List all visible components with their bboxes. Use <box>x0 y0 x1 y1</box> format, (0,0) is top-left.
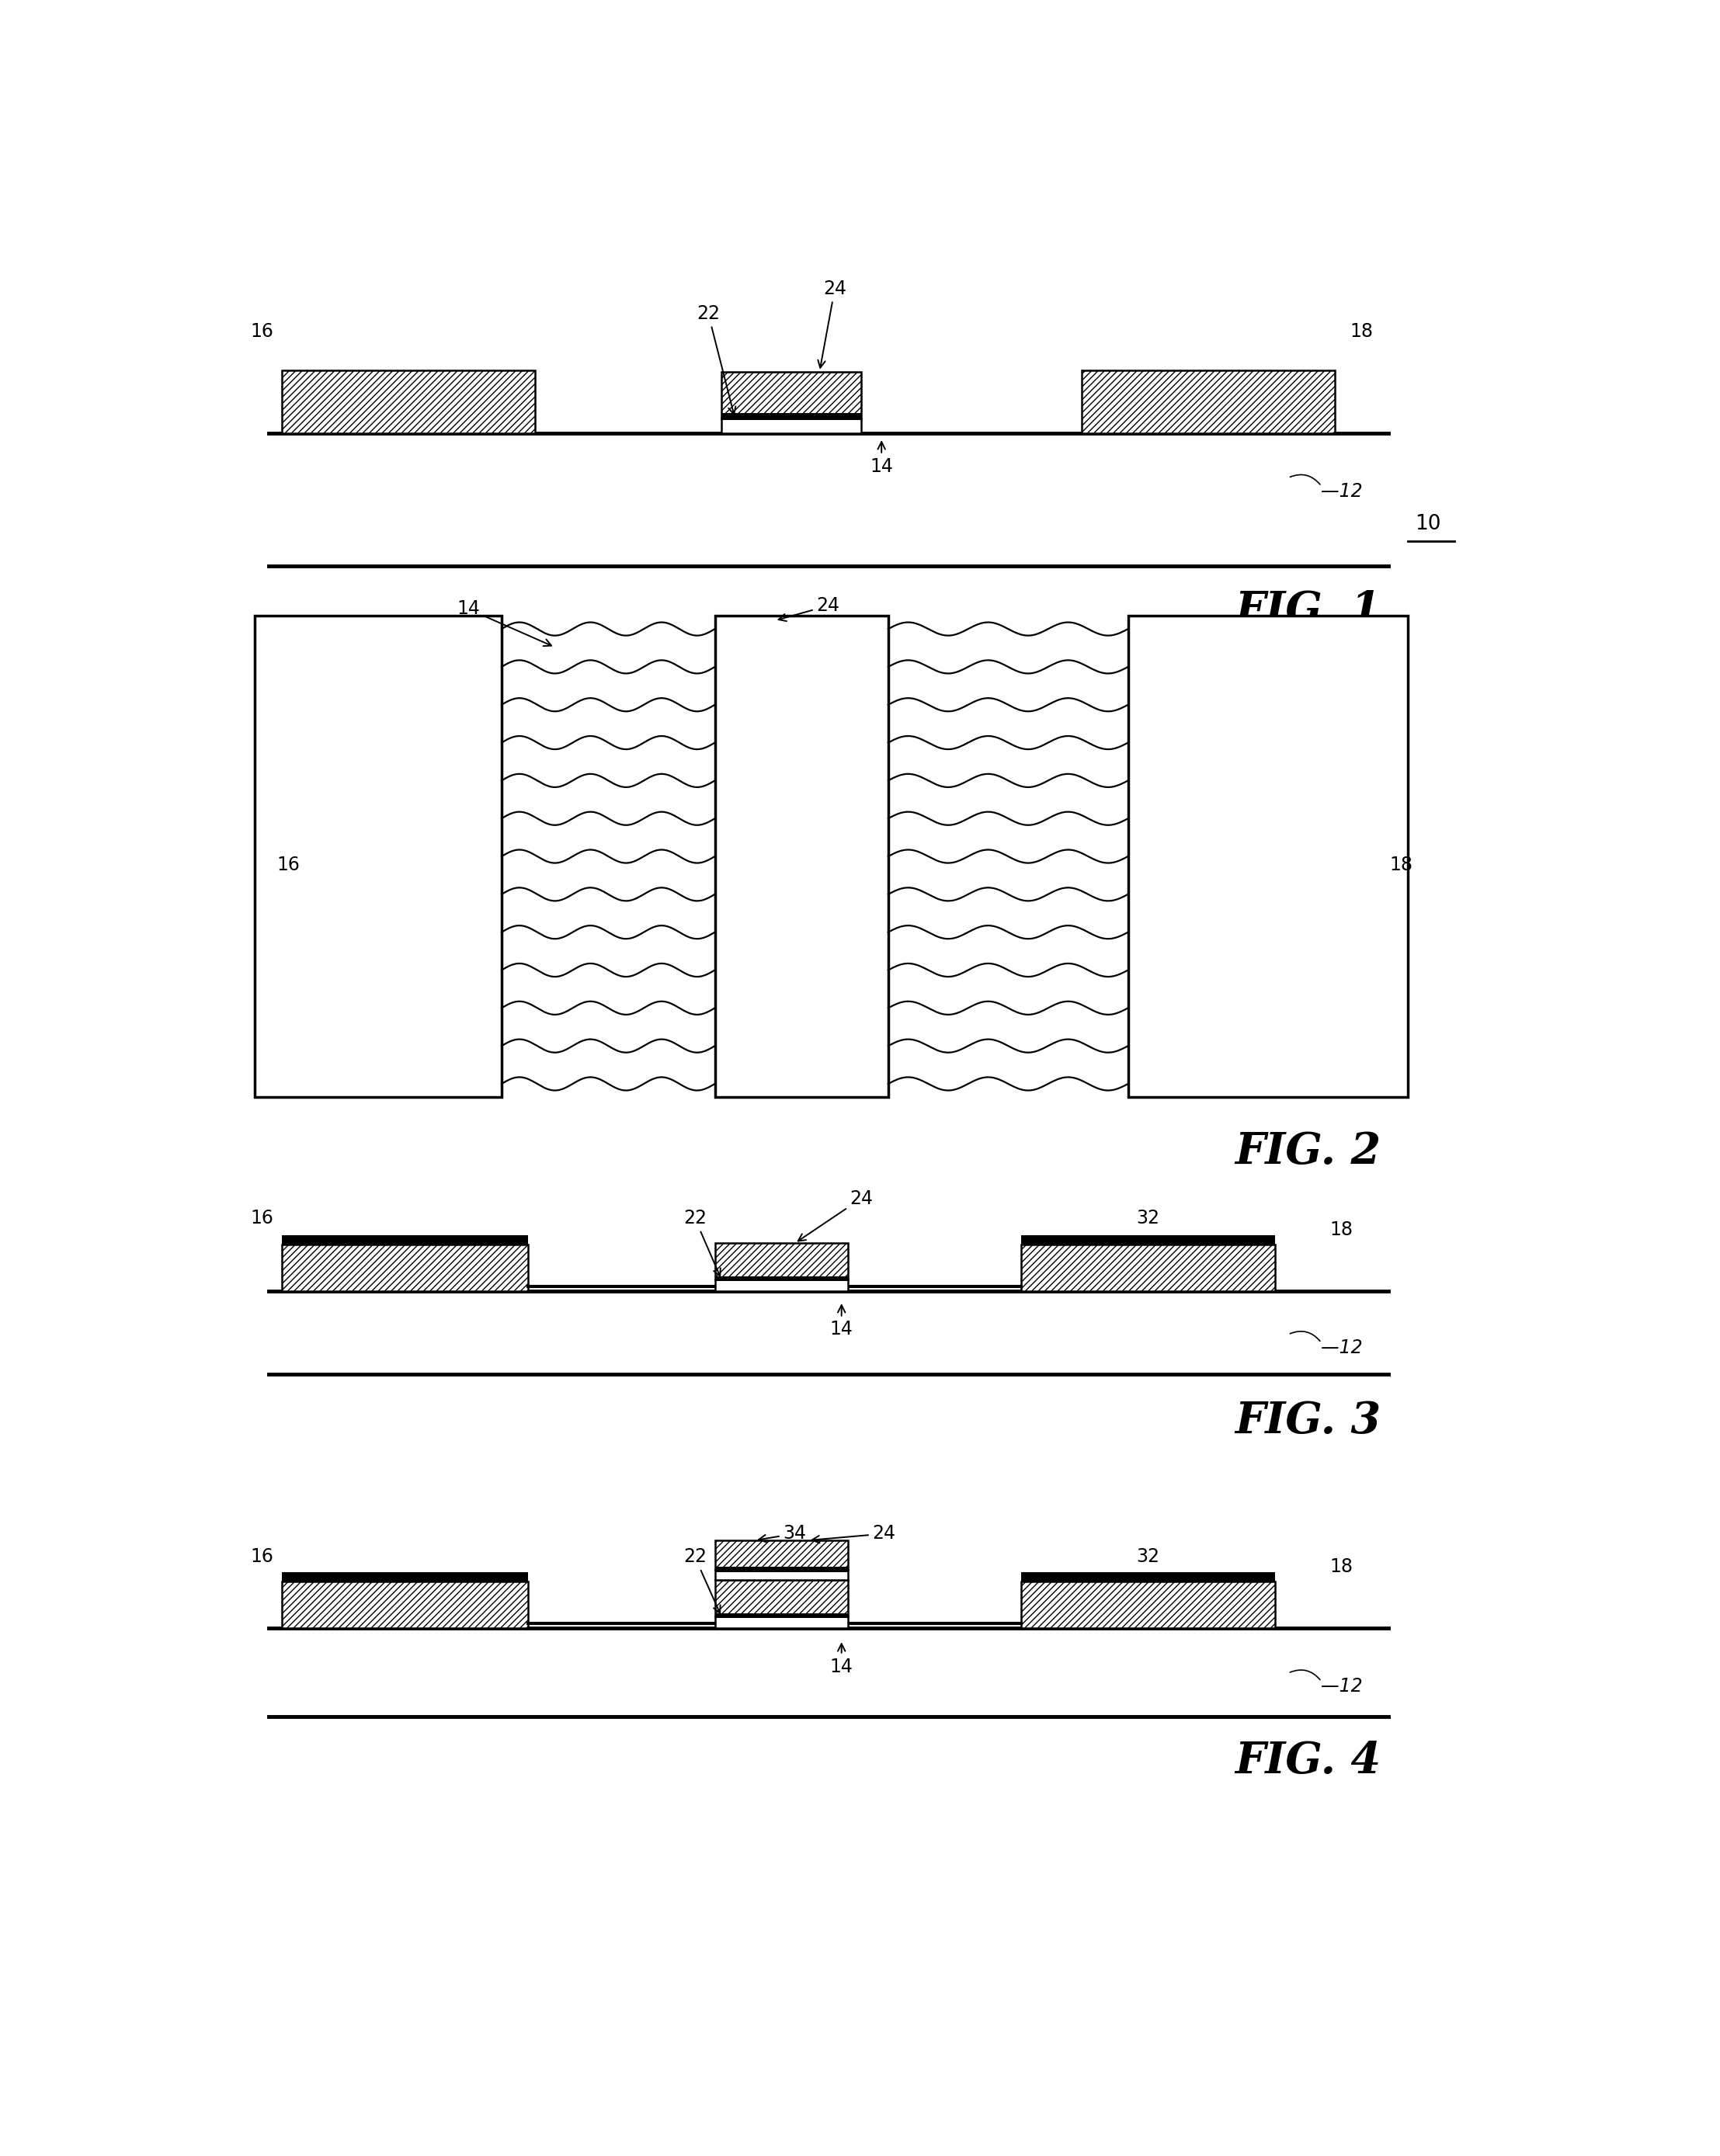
Bar <box>282 371 535 433</box>
Text: FIG. 4: FIG. 4 <box>1235 1740 1381 1783</box>
Bar <box>1082 371 1335 433</box>
Bar <box>722 414 862 420</box>
Text: 24: 24 <box>812 1524 896 1544</box>
Bar <box>716 1281 848 1291</box>
Bar <box>255 617 502 1097</box>
Bar <box>716 1244 848 1281</box>
Text: 34: 34 <box>759 1524 807 1544</box>
Text: 14: 14 <box>870 442 893 476</box>
Text: —12: —12 <box>1321 1339 1362 1356</box>
Bar <box>722 418 862 433</box>
Bar <box>716 1570 848 1580</box>
Bar <box>716 1617 848 1628</box>
Text: 24: 24 <box>779 597 839 621</box>
Text: 22: 22 <box>697 304 736 414</box>
Bar <box>716 1539 848 1570</box>
Bar <box>716 617 888 1097</box>
Bar <box>282 1244 528 1291</box>
Bar <box>716 1276 848 1281</box>
Bar <box>1022 1235 1275 1244</box>
Bar <box>1022 1572 1275 1583</box>
Text: 24: 24 <box>798 1188 874 1242</box>
Text: FIG. 3: FIG. 3 <box>1235 1399 1381 1442</box>
Text: 32: 32 <box>1137 1548 1159 1565</box>
Bar <box>716 1613 848 1619</box>
Text: 18: 18 <box>1350 323 1373 341</box>
Text: 16: 16 <box>277 856 299 873</box>
Text: 16: 16 <box>249 323 273 341</box>
Text: 16: 16 <box>249 1548 273 1565</box>
Bar <box>716 1567 848 1572</box>
Text: 16: 16 <box>249 1210 273 1227</box>
Text: 22: 22 <box>683 1548 721 1613</box>
Text: 18: 18 <box>1390 856 1414 873</box>
Bar <box>1022 1244 1275 1291</box>
Bar <box>722 371 862 418</box>
Text: 24: 24 <box>819 280 846 369</box>
Bar <box>1022 1583 1275 1628</box>
Text: 18: 18 <box>1330 1220 1354 1240</box>
Text: —12: —12 <box>1321 481 1362 500</box>
Bar <box>282 1583 528 1628</box>
Bar <box>282 1235 528 1244</box>
Text: 14: 14 <box>831 1643 853 1675</box>
Text: 18: 18 <box>1330 1557 1354 1576</box>
Bar <box>716 1580 848 1617</box>
Text: 10: 10 <box>1416 515 1441 535</box>
Text: 22: 22 <box>683 1210 721 1276</box>
Bar <box>282 1572 528 1583</box>
Text: 14: 14 <box>831 1304 853 1339</box>
Text: FIG. 2: FIG. 2 <box>1235 1130 1381 1173</box>
Text: —12: —12 <box>1321 1677 1362 1697</box>
Text: 32: 32 <box>1137 1210 1159 1227</box>
Bar <box>1128 617 1409 1097</box>
Text: 14: 14 <box>458 599 552 647</box>
Text: FIG. 1: FIG. 1 <box>1235 589 1381 632</box>
